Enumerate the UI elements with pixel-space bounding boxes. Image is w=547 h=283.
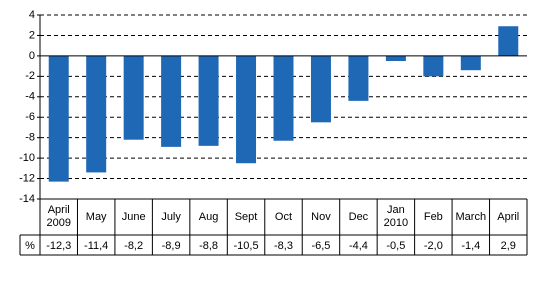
- y-tick-label: -2: [25, 70, 35, 82]
- value-label: -8,9: [162, 240, 181, 252]
- bar: [123, 55, 144, 140]
- y-tick-label: -12: [19, 172, 35, 184]
- unit-label: %: [25, 240, 35, 252]
- value-label: 2,9: [501, 240, 516, 252]
- x-tick-label: July: [161, 210, 181, 223]
- bar: [48, 55, 69, 182]
- bar: [198, 55, 219, 146]
- value-label: -12,3: [46, 240, 71, 252]
- x-tick-label: Oct: [274, 210, 293, 223]
- y-tick-label: 0: [29, 50, 35, 62]
- bar: [161, 55, 182, 147]
- value-label: -8,8: [199, 240, 218, 252]
- x-tick-label: Feb: [423, 210, 443, 223]
- y-tick-label: 4: [29, 9, 35, 21]
- value-label: -1,4: [461, 240, 480, 252]
- bar: [385, 55, 406, 61]
- x-tick-label: March: [455, 210, 487, 223]
- y-tick-label: 2: [29, 29, 35, 41]
- value-label: -2,0: [424, 240, 443, 252]
- y-tick-label: -10: [19, 152, 35, 164]
- bar: [348, 55, 369, 101]
- x-tick-label: Dec: [348, 210, 369, 223]
- bar: [310, 55, 331, 123]
- x-tick-label: Sept: [234, 210, 258, 223]
- value-label: -6,5: [311, 240, 330, 252]
- x-tick-label: April 2009: [46, 204, 71, 229]
- y-tick-label: -4: [25, 91, 35, 103]
- x-tick-label: Jan 2010: [383, 204, 409, 229]
- y-tick-label: -8: [25, 132, 35, 144]
- bar: [86, 55, 107, 173]
- bar: [423, 55, 444, 77]
- x-tick-label: Aug: [198, 210, 219, 223]
- value-label: -10,5: [233, 240, 258, 252]
- value-label: -8,3: [274, 240, 293, 252]
- bar: [498, 26, 519, 56]
- x-tick-label: May: [85, 210, 107, 223]
- y-tick-label: -14: [19, 193, 35, 205]
- value-label: -4,4: [349, 240, 368, 252]
- x-tick-label: April: [497, 210, 520, 223]
- value-label: -11,4: [84, 240, 108, 252]
- x-tick-label: June: [121, 210, 146, 223]
- y-tick-label: -6: [25, 111, 35, 123]
- value-label: -8,2: [124, 240, 143, 252]
- value-label: -0,5: [386, 240, 405, 252]
- x-tick-label: Nov: [311, 210, 331, 223]
- bar: [273, 55, 294, 141]
- bar: [460, 55, 481, 71]
- bar: [236, 55, 257, 164]
